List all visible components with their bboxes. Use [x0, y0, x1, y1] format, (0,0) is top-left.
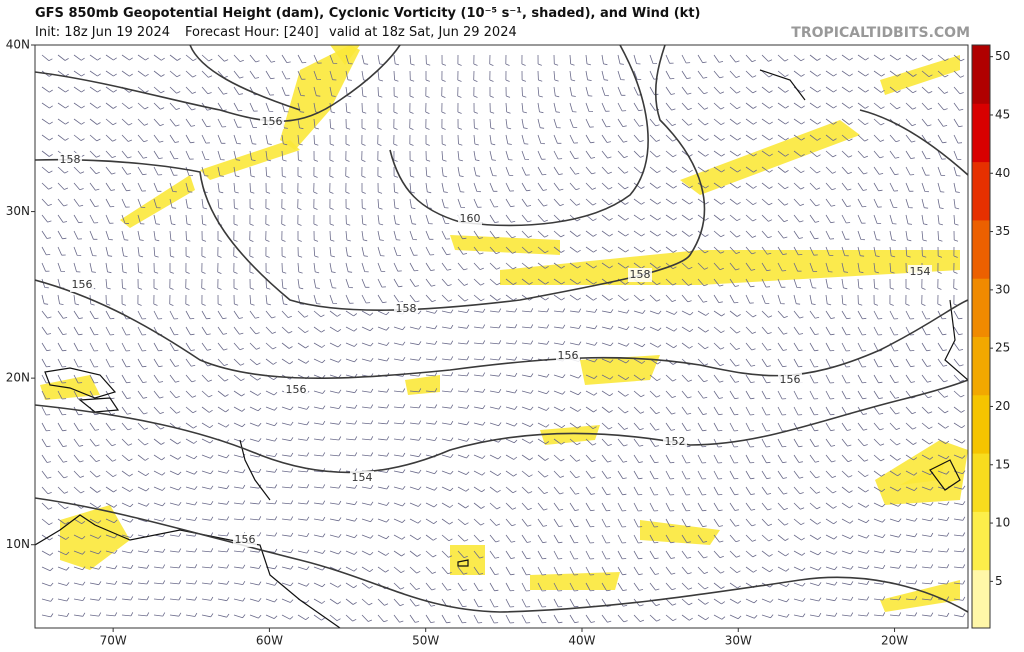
colorbar-tick-label: 5	[995, 574, 1003, 588]
colorbar-band	[972, 511, 990, 571]
contour-label: 154	[910, 265, 931, 278]
contour-label: 156	[72, 278, 93, 291]
colorbar-tick-label: 50	[995, 49, 1010, 63]
coastlines	[35, 69, 968, 628]
colorbar-band	[972, 219, 990, 279]
contour-label-bg	[284, 383, 308, 397]
axes: 70W 60W 50W 40W 30W 20W 40N 30N 20N 10N	[6, 38, 908, 648]
contour-labels: 156 158 156 160 158 158 156 156 156 154 154 152 156	[58, 115, 932, 547]
contour-label: 156	[780, 373, 801, 386]
contour-label-bg	[233, 533, 257, 547]
contour-label-bg	[663, 435, 687, 449]
contour-label-bg	[58, 153, 82, 167]
contour-label: 156	[235, 533, 256, 546]
map-frame	[34, 44, 969, 629]
map-area: 156 158 156 160 158 158 156 156 156 154 154 152 156	[35, 45, 968, 628]
colorbar-band	[972, 45, 990, 104]
contour-label: 156	[558, 349, 579, 362]
colorbar-tick-label: 10	[995, 516, 1010, 530]
contour-label-bg	[556, 349, 580, 363]
colorbar-tick-label: 40	[995, 166, 1010, 180]
lon-tick-label: 50W	[412, 634, 439, 648]
colorbar-band	[972, 569, 990, 629]
colorbar-band	[972, 453, 990, 512]
contour-label: 154	[352, 471, 373, 484]
lat-tick-label: 30N	[6, 204, 30, 218]
contour-label: 160	[460, 212, 481, 225]
lon-tick-label: 20W	[881, 634, 908, 648]
colorbar-tick-label: 35	[995, 224, 1010, 238]
colorbar-tick-label: 25	[995, 341, 1010, 355]
contour-label: 158	[60, 153, 81, 166]
contour-label-bg	[778, 373, 802, 387]
height-contours	[35, 45, 968, 613]
contour-label-bg	[458, 212, 482, 226]
lon-tick-label: 70W	[100, 634, 127, 648]
lon-tick-label: 40W	[568, 634, 595, 648]
contour-label-bg	[350, 471, 374, 485]
lon-tick-label: 30W	[725, 634, 752, 648]
contour-label-bg	[394, 302, 418, 316]
contour-label-bg	[260, 115, 284, 129]
lon-tick-label: 60W	[256, 634, 283, 648]
contour-label: 158	[630, 268, 651, 281]
contour-label-bg	[908, 265, 932, 279]
colorbar-tick-label: 15	[995, 457, 1010, 471]
contour-label: 156	[286, 383, 307, 396]
colorbar-tick-label: 30	[995, 282, 1010, 296]
contour-label: 152	[665, 435, 686, 448]
colorbar-band	[972, 394, 990, 454]
init: Init: 18z Jun 19 2024	[35, 25, 170, 40]
site: TROPICALTIDBITS.COM	[791, 25, 970, 41]
contour-label: 156	[262, 115, 283, 128]
wind-barbs	[41, 54, 966, 624]
colorbar-frame	[971, 44, 991, 629]
colorbar: 5 10 15 20 25 30 35 40 45 50	[971, 44, 1010, 629]
contour-label-bg	[70, 278, 94, 292]
lat-tick-label: 40N	[6, 38, 30, 52]
colorbar-band	[972, 161, 990, 221]
colorbar-tick-label: 45	[995, 107, 1010, 121]
title: GFS 850mb Geopotential Height (dam), Cyc…	[35, 6, 701, 21]
colorbar-band	[972, 336, 990, 396]
contour-label-bg	[628, 268, 652, 282]
colorbar-band	[972, 278, 990, 337]
contour-label: 158	[396, 302, 417, 315]
lat-tick-label: 20N	[6, 371, 30, 385]
lat-tick-label: 10N	[6, 537, 30, 551]
colorbar-tick-label: 20	[995, 399, 1010, 413]
forecast-hour: Forecast Hour: [240]	[185, 25, 319, 40]
valid-time: valid at 18z Sat, Jun 29 2024	[329, 25, 517, 40]
colorbar-band	[972, 103, 990, 163]
